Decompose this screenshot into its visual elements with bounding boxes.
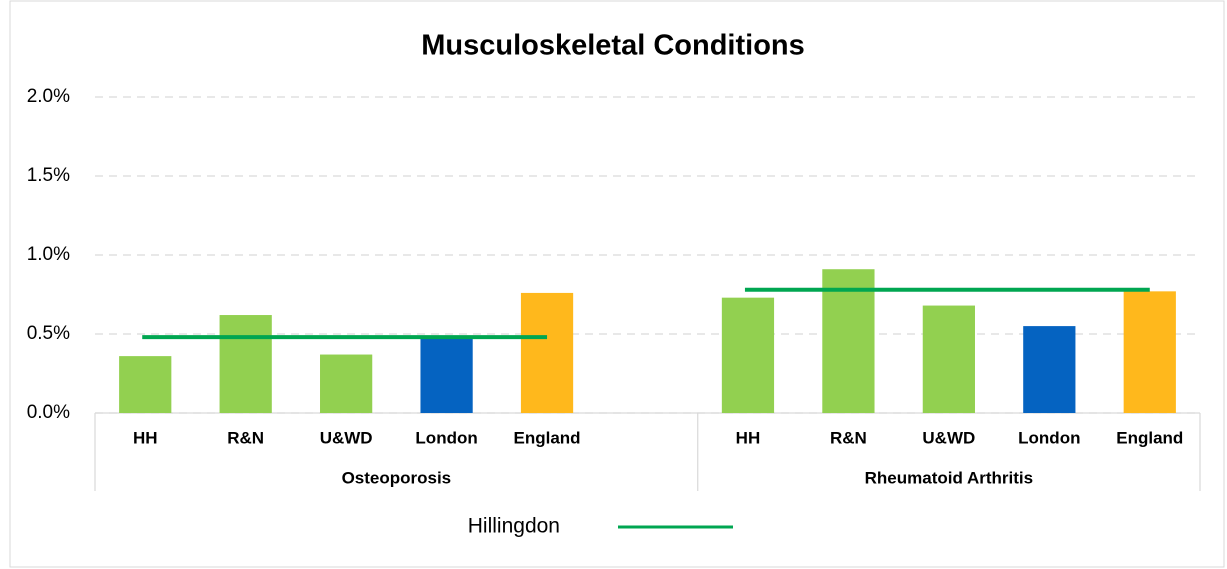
x-tick-label: England (1116, 428, 1183, 447)
x-tick-label: London (1018, 428, 1080, 447)
x-tick-label: London (415, 428, 477, 447)
group-label: Osteoporosis (342, 468, 452, 487)
bar (520, 292, 574, 413)
bar (721, 297, 775, 413)
bar (219, 315, 272, 413)
x-tick-label: HH (133, 428, 158, 447)
x-tick-label: U&WD (922, 428, 975, 447)
bar (119, 356, 172, 413)
bar (922, 305, 975, 413)
bar (420, 337, 473, 413)
y-tick-label: 1.5% (27, 165, 70, 186)
y-tick-label: 2.0% (27, 86, 70, 107)
group-label: Rheumatoid Arthritis (865, 468, 1033, 487)
chart-title: Musculoskeletal Conditions (421, 30, 805, 62)
x-tick-label: England (514, 428, 581, 447)
bar (320, 354, 373, 413)
legend-label: Hillingdon (468, 515, 560, 538)
x-tick-label: HH (736, 428, 761, 447)
y-tick-label: 0.0% (27, 402, 70, 423)
bar (822, 269, 875, 413)
x-tick-label: R&N (227, 428, 264, 447)
x-tick-label: U&WD (320, 428, 373, 447)
chart-frame (9, 0, 1225, 568)
bar (1023, 326, 1076, 413)
y-tick-label: 1.0% (27, 244, 70, 265)
y-tick-label: 0.5% (27, 323, 70, 344)
bar (1123, 291, 1176, 413)
x-tick-label: R&N (830, 428, 867, 447)
